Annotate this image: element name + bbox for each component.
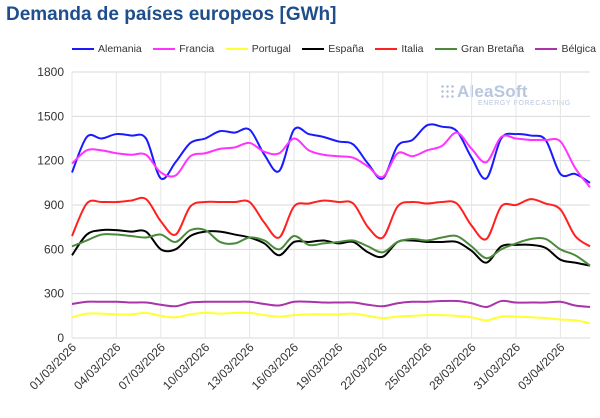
chart-legend: Alemania Francia Portugal España Italia Gran … bbox=[72, 43, 596, 55]
y-tick-label: 300 bbox=[44, 287, 64, 301]
legend-label: Francia bbox=[179, 43, 215, 55]
legend-label: Italia bbox=[401, 43, 424, 55]
legend-item-espana: España bbox=[302, 43, 364, 55]
x-tick-label: 31/03/2026 bbox=[471, 340, 524, 393]
x-tick-label: 28/03/2026 bbox=[426, 340, 479, 393]
logo-dots-icon bbox=[440, 84, 454, 98]
x-tick-label: 07/03/2026 bbox=[116, 340, 169, 393]
series-line-italia bbox=[71, 196, 591, 248]
y-tick-label: 1200 bbox=[37, 154, 64, 168]
y-tick-label: 600 bbox=[44, 242, 64, 256]
legend-item-italia: Italia bbox=[375, 43, 424, 55]
logo-tagline: ENERGY FORECASTING bbox=[478, 100, 571, 107]
legend-label: Portugal bbox=[251, 43, 291, 55]
legend-item-portugal: Portugal bbox=[225, 43, 291, 55]
legend-label: Bélgica bbox=[561, 43, 596, 55]
chart-title: Demanda de países europeos [GWh] bbox=[6, 4, 337, 25]
x-tick-label: 25/03/2026 bbox=[382, 340, 435, 393]
x-tick-label: 13/03/2026 bbox=[204, 340, 257, 393]
legend-swatch bbox=[535, 48, 558, 50]
x-tick-label: 03/04/2026 bbox=[515, 340, 568, 393]
legend-swatch bbox=[434, 48, 457, 50]
y-tick-label: 0 bbox=[57, 331, 64, 345]
legend-item-francia: Francia bbox=[153, 43, 214, 55]
series-line-espana bbox=[71, 228, 591, 267]
y-tick-label: 900 bbox=[44, 198, 64, 212]
series-line-alemania bbox=[71, 123, 591, 184]
logo-name: AleaSoft bbox=[457, 82, 528, 101]
series-line-francia bbox=[71, 131, 591, 188]
legend-label: Gran Bretaña bbox=[460, 43, 525, 55]
aleasoft-logo: AleaSoft ENERGY FORECASTING bbox=[440, 82, 571, 107]
series-line-portugal bbox=[71, 311, 591, 325]
x-tick-label: 16/03/2026 bbox=[249, 340, 302, 393]
series-line-belgica bbox=[71, 299, 591, 308]
legend-swatch bbox=[375, 48, 398, 50]
x-tick-label: 22/03/2026 bbox=[338, 340, 391, 393]
legend-item-gran-bretana: Gran Bretaña bbox=[434, 43, 525, 55]
series-line-gran-bretana bbox=[71, 227, 591, 267]
legend-item-belgica: Bélgica bbox=[535, 43, 596, 55]
x-tick-label: 01/03/2026 bbox=[27, 340, 80, 393]
x-tick-label: 19/03/2026 bbox=[293, 340, 346, 393]
legend-swatch bbox=[153, 48, 176, 50]
x-tick-label: 04/03/2026 bbox=[71, 340, 124, 393]
legend-swatch bbox=[302, 48, 325, 50]
legend-swatch bbox=[225, 48, 248, 50]
x-tick-label: 10/03/2026 bbox=[160, 340, 213, 393]
legend-item-alemania: Alemania bbox=[72, 43, 142, 55]
y-tick-label: 1800 bbox=[37, 65, 64, 79]
y-tick-label: 1500 bbox=[37, 109, 64, 123]
legend-swatch bbox=[72, 48, 94, 50]
legend-label: Alemania bbox=[98, 43, 142, 55]
legend-label: España bbox=[328, 43, 364, 55]
